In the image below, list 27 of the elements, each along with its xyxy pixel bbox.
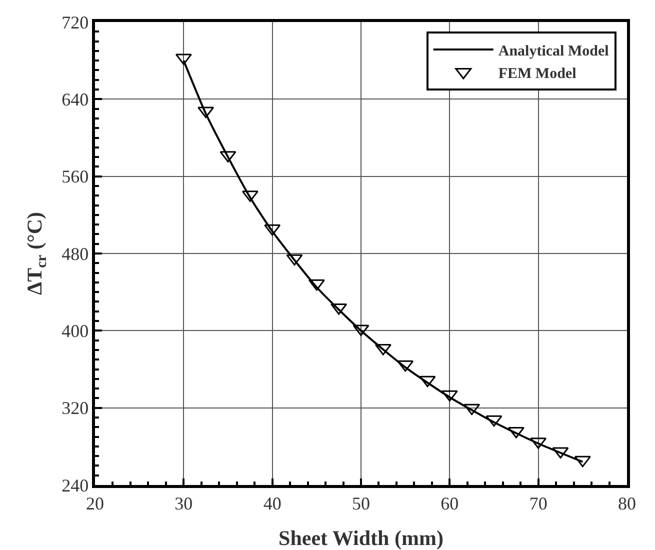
point	[264, 224, 281, 236]
x-tick-label: 70	[529, 493, 548, 514]
x-tick-label: 30	[174, 493, 193, 514]
y-tick-label: 240	[62, 475, 89, 496]
point	[574, 456, 591, 468]
point	[308, 279, 325, 291]
legend-label: Analytical Model	[498, 43, 609, 60]
y-tick-label: 480	[62, 244, 89, 264]
x-tick-label: 20	[86, 493, 104, 514]
point	[286, 254, 303, 266]
point	[397, 360, 414, 372]
y-tick-label: 400	[62, 320, 89, 341]
point	[464, 404, 480, 416]
x-tick-label: 80	[618, 493, 636, 514]
point	[419, 376, 436, 388]
y-tick-label: 320	[62, 398, 89, 418]
legend-label: FEM Model	[498, 66, 576, 82]
x-tick-label: 40	[263, 493, 282, 514]
point	[508, 426, 524, 438]
y-tick-label: 560	[62, 166, 89, 187]
x-tick-label: 60	[440, 493, 459, 514]
y-tick-label: 640	[62, 89, 89, 110]
x-axis-title: Sheet Width (mm)	[278, 526, 444, 550]
y-tick-label: 720	[62, 12, 89, 32]
point	[486, 415, 502, 427]
x-tick-label: 50	[352, 493, 370, 514]
point	[441, 390, 458, 402]
